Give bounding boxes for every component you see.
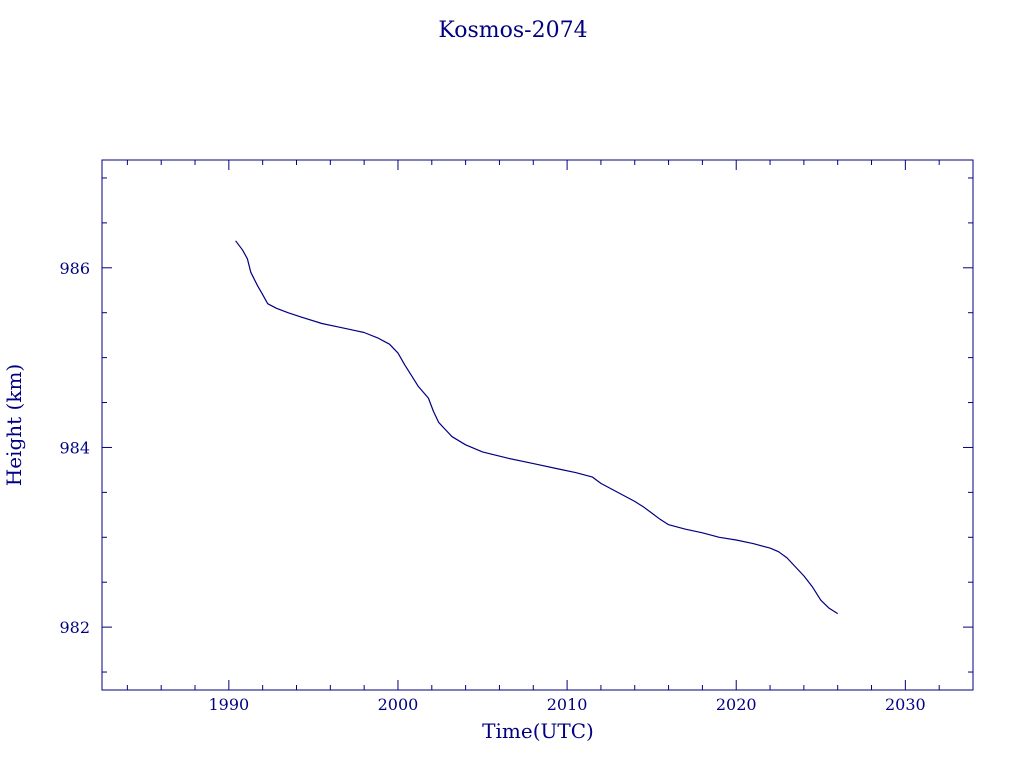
plot-frame: [101, 159, 974, 691]
x-tick-label: 2030: [885, 695, 926, 714]
y-tick-label: 986: [59, 259, 90, 278]
x-tick-label: 2010: [547, 695, 588, 714]
x-tick-label: 2020: [716, 695, 757, 714]
series-line: [235, 240, 839, 615]
y-tick-label: 984: [59, 438, 90, 457]
plot-area: 1990 2000 2010 2020 2030 982 984 986: [59, 159, 974, 714]
x-tick-label: 2000: [378, 695, 419, 714]
x-axis-label: Time(UTC): [482, 719, 594, 743]
y-axis-label: Height (km): [2, 364, 26, 486]
x-tick-label: 1990: [208, 695, 249, 714]
y-tick-label: 982: [59, 618, 90, 637]
chart-title: Kosmos-2074: [438, 18, 587, 43]
